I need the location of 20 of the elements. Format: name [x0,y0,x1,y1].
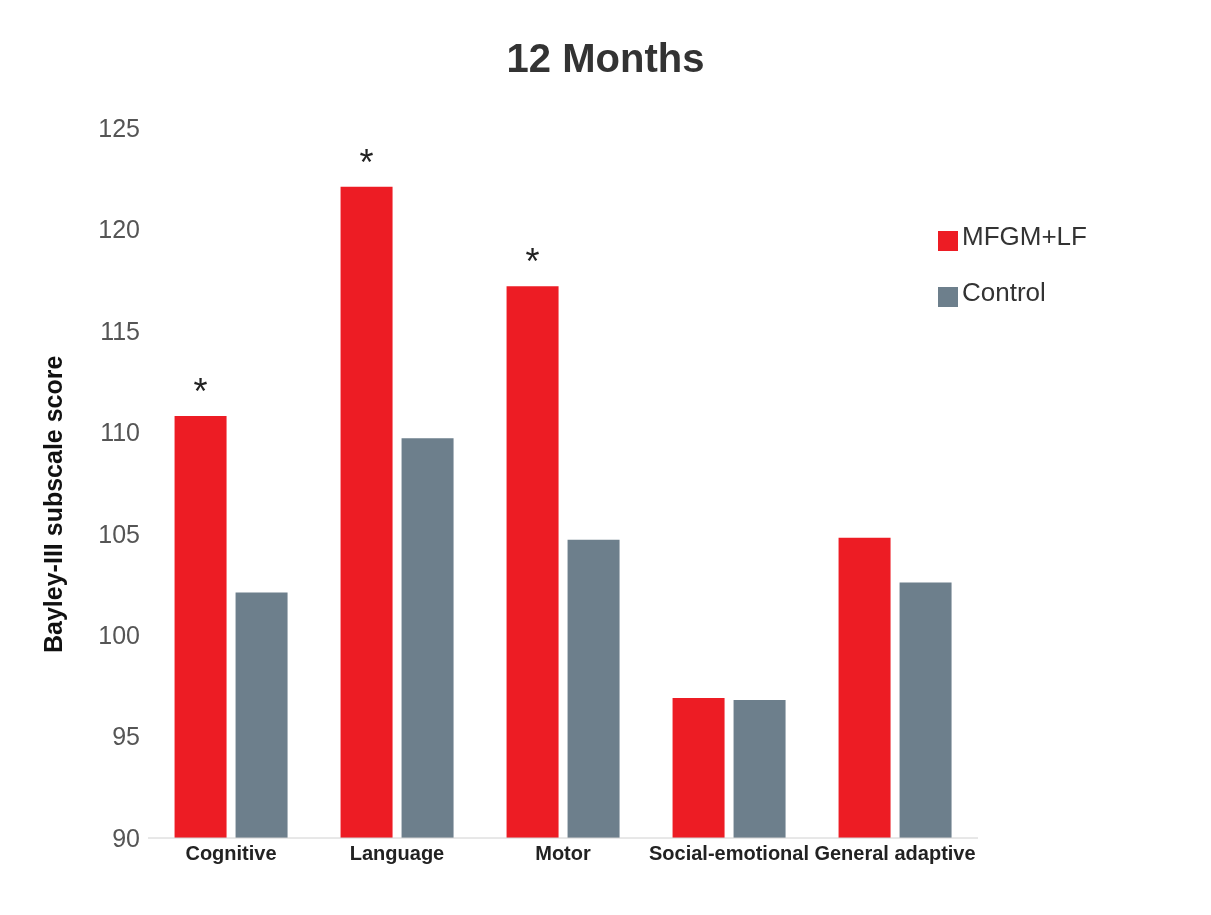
y-tick-label: 95 [112,722,140,751]
annotation: * [359,141,374,183]
y-tick-label: 110 [100,418,140,447]
annotation: * [525,241,540,283]
y-tick-label: 120 [98,215,140,244]
y-tick-label: 105 [98,519,140,548]
x-tick-label: Language [349,842,445,865]
x-tick-label: Motor [535,842,591,865]
x-tick-label: Social-emotional [648,842,810,865]
legend-label: Control [962,277,1046,307]
x-tick-label: General adaptive [814,842,976,865]
annotation: * [193,371,208,413]
y-tick-label: 90 [112,823,140,852]
x-tick-label: Cognitive [185,842,277,865]
y-axis-title: Bayley-III subscale score [38,355,67,653]
y-tick-label: 100 [98,621,140,650]
chart-title: 12 Months [505,35,706,82]
legend-label: MFGM+LF [962,221,1087,251]
y-tick-label: 125 [98,113,140,142]
y-tick-label: 115 [100,316,140,345]
